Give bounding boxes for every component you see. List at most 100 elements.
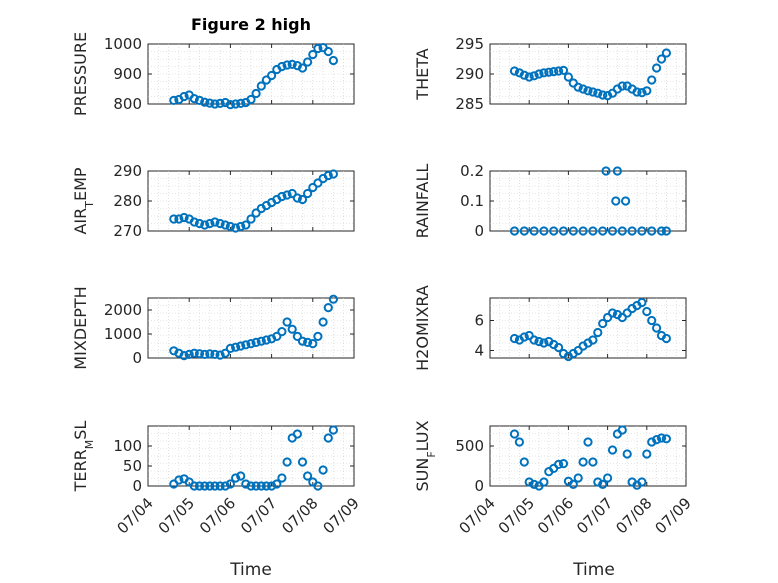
grid [490, 298, 686, 358]
data-point [287, 324, 297, 334]
data-point [524, 72, 534, 82]
data-point [256, 336, 266, 346]
y-tick-label: 6 [474, 312, 484, 330]
data-point [573, 473, 583, 483]
data-point [549, 226, 559, 236]
data-point [169, 214, 179, 224]
grid [490, 426, 686, 486]
data-point [215, 98, 225, 109]
y-tick-label: 0 [132, 477, 142, 495]
data-point [554, 66, 564, 76]
x-tick-label: 07/09 [652, 494, 695, 537]
data-point [174, 475, 184, 485]
data-point [637, 226, 647, 236]
data-point [241, 479, 251, 489]
data-point [328, 55, 338, 66]
data-point [200, 220, 210, 230]
data-point [225, 100, 235, 110]
data-point [241, 340, 251, 350]
y-tick-label: 800 [113, 95, 142, 113]
data-point [313, 43, 323, 54]
data-point [509, 333, 520, 344]
data-point [220, 97, 230, 108]
data-point [277, 191, 287, 202]
data-point [318, 465, 328, 475]
data-point [642, 306, 652, 317]
data-point [318, 317, 328, 327]
data-point [225, 479, 235, 489]
data-point [231, 342, 241, 352]
data-point [200, 481, 210, 491]
data-point [573, 82, 583, 92]
data-point [607, 445, 618, 455]
data-point [519, 70, 529, 80]
data-point [661, 48, 672, 58]
data-point [261, 481, 271, 491]
x-tick-label: 07/07 [237, 494, 280, 537]
data-point [292, 193, 302, 203]
data-point [578, 457, 588, 467]
grid [148, 426, 354, 486]
data-point [598, 479, 608, 489]
data-point [617, 226, 627, 236]
data-point [313, 481, 323, 491]
data-point [323, 303, 333, 313]
data-point [563, 72, 574, 82]
data-point [277, 327, 287, 337]
data-point [622, 449, 632, 459]
data-point [519, 226, 529, 236]
data-point [200, 349, 210, 359]
data-point [210, 99, 220, 109]
subplot-pressure: 800 900 1000 PRESSURE [71, 32, 355, 116]
data-point [251, 208, 261, 218]
data-point [236, 471, 246, 481]
y-axis-label: H2OMIXRA [413, 285, 432, 371]
y-tick-label: 0.1 [460, 192, 484, 210]
data-point [225, 221, 235, 232]
data-point [261, 335, 271, 345]
data-point [194, 481, 205, 491]
data-point [539, 68, 549, 78]
data-point [251, 88, 261, 99]
y-tick-label: 280 [113, 192, 142, 210]
data-point [220, 220, 230, 230]
data-point [588, 87, 598, 97]
y-axis-label: RAINFALL [413, 164, 432, 239]
data-point [246, 214, 256, 224]
data-point [231, 99, 241, 109]
data-point [588, 335, 598, 345]
data-point [282, 457, 292, 467]
data-point [627, 226, 637, 236]
data-point [621, 196, 631, 206]
data-point [617, 312, 627, 323]
data-point [246, 94, 256, 105]
data-point [598, 318, 608, 329]
data-point [607, 226, 618, 236]
data-point [652, 63, 662, 73]
data-point [210, 217, 220, 227]
data-point [308, 49, 318, 60]
data-point [573, 345, 583, 356]
data-point [179, 91, 189, 102]
data-point [231, 223, 241, 233]
data-point [544, 67, 554, 77]
data-point [642, 449, 652, 459]
data-point [313, 331, 323, 341]
data-point [205, 98, 215, 108]
y-tick-label: 100 [113, 437, 142, 455]
data-point [534, 69, 544, 79]
x-tick-label: 07/04 [114, 494, 157, 537]
data-point [179, 351, 189, 361]
data-point [303, 188, 313, 199]
data-point [313, 178, 323, 188]
data-point [236, 341, 246, 351]
y-tick-label: 1000 [104, 325, 142, 343]
data-point [661, 333, 672, 344]
data-point [323, 433, 333, 443]
y-axis-label: THETA [413, 48, 432, 100]
data-point [225, 343, 235, 353]
data-point [308, 182, 318, 193]
y-tick-label: 500 [455, 437, 484, 455]
y-tick-label: 285 [455, 95, 484, 113]
